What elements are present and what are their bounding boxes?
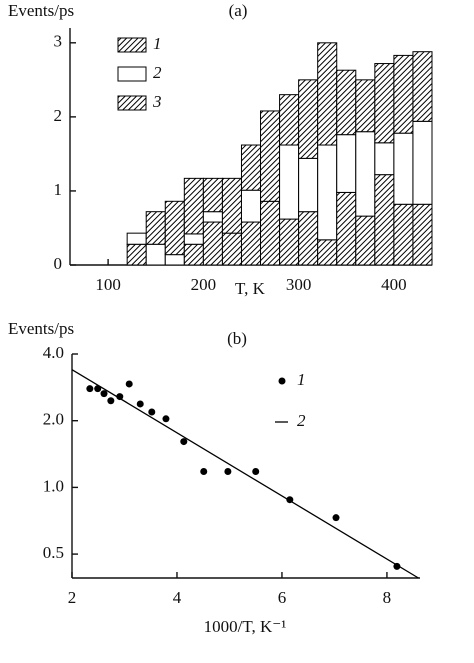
bar-segment — [240, 144, 262, 191]
data-point — [200, 467, 208, 475]
bar-segment — [279, 144, 300, 220]
bar-segment — [183, 243, 204, 266]
panel-label: (b) — [227, 329, 247, 348]
bar-segment — [374, 142, 395, 176]
legend-label: 2 — [153, 63, 162, 82]
bar-segment — [279, 218, 300, 266]
x-tick-label: 6 — [278, 588, 287, 607]
legend-label: 2 — [297, 411, 306, 430]
bar-segment — [412, 51, 433, 122]
bar-segment — [202, 211, 223, 223]
legend-label: 1 — [297, 370, 306, 389]
data-point — [116, 393, 124, 401]
bar-segment — [260, 200, 281, 266]
x-tick-label: 300 — [286, 275, 312, 294]
x-tick-label: 100 — [95, 275, 121, 294]
data-point — [252, 467, 260, 475]
y-tick-label: 2.0 — [43, 410, 64, 429]
y-axis-label: Events/ps — [8, 1, 74, 20]
bar-segment — [374, 63, 395, 144]
data-point — [332, 514, 340, 522]
bar-segment — [412, 203, 433, 266]
bar-segment — [355, 131, 376, 217]
bar-segment — [298, 211, 319, 266]
bar-segment — [336, 69, 357, 136]
bar-segment — [145, 243, 166, 266]
bar-segment — [183, 177, 204, 235]
x-tick-label: 8 — [383, 588, 392, 607]
bar-segment — [393, 54, 414, 134]
legend-swatch — [117, 95, 147, 111]
legend-label: 3 — [152, 92, 162, 111]
bar-segment — [221, 232, 242, 266]
bar-segment — [393, 132, 414, 205]
bar-segment — [260, 110, 281, 202]
legend-label: 1 — [153, 34, 162, 53]
panel-label: (a) — [229, 1, 248, 20]
bar-segment — [336, 134, 357, 193]
bar-segment — [126, 232, 147, 245]
x-tick-label: 400 — [381, 275, 407, 294]
bar-segment — [355, 215, 376, 266]
bar-segment — [221, 177, 242, 234]
y-tick-label: 0 — [54, 254, 63, 273]
x-tick-label: 4 — [173, 588, 182, 607]
y-tick-label: 1.0 — [43, 476, 64, 495]
data-point — [100, 390, 108, 398]
y-tick-label: 3 — [54, 32, 63, 51]
bar-segment — [279, 94, 300, 146]
bar-segment — [374, 174, 395, 266]
fit-line — [71, 369, 419, 579]
bar-segment — [240, 189, 262, 223]
bar-segment — [202, 177, 223, 213]
bar-segment — [355, 79, 376, 133]
y-tick-label: 0.5 — [43, 543, 64, 562]
bar-segment — [183, 233, 204, 245]
data-point — [180, 438, 188, 446]
bar-segment — [298, 157, 319, 213]
y-tick-label: 4.0 — [43, 343, 64, 362]
y-tick-label: 1 — [54, 180, 63, 199]
data-point — [162, 415, 170, 423]
data-point — [224, 467, 232, 475]
x-tick-label: 2 — [68, 588, 77, 607]
data-point — [125, 380, 133, 388]
bar-segment — [336, 191, 357, 266]
x-axis-label: T, K — [235, 279, 266, 298]
data-point — [107, 397, 115, 405]
bar-segment — [317, 239, 338, 266]
bar-segment — [317, 42, 338, 146]
bar-segment — [164, 254, 185, 266]
x-tick-label: 200 — [191, 275, 217, 294]
x-axis-label: 1000/T, K⁻¹ — [204, 617, 287, 636]
legend-marker — [278, 377, 286, 385]
data-point — [148, 408, 156, 416]
bar-segment — [393, 203, 414, 266]
bar-segment — [317, 144, 338, 241]
data-point — [86, 385, 94, 393]
legend-swatch — [117, 37, 147, 53]
legend-swatch — [117, 66, 147, 82]
data-point — [136, 400, 144, 408]
bar-segment — [240, 221, 262, 266]
bar-segment — [164, 200, 185, 256]
bar-segment — [126, 243, 147, 266]
y-tick-label: 2 — [54, 106, 63, 125]
bar-segment — [145, 211, 166, 245]
y-axis-label: Events/ps — [8, 319, 74, 338]
bar-segment — [412, 120, 433, 205]
bar-segment — [298, 79, 319, 159]
bar-segment — [202, 221, 223, 266]
